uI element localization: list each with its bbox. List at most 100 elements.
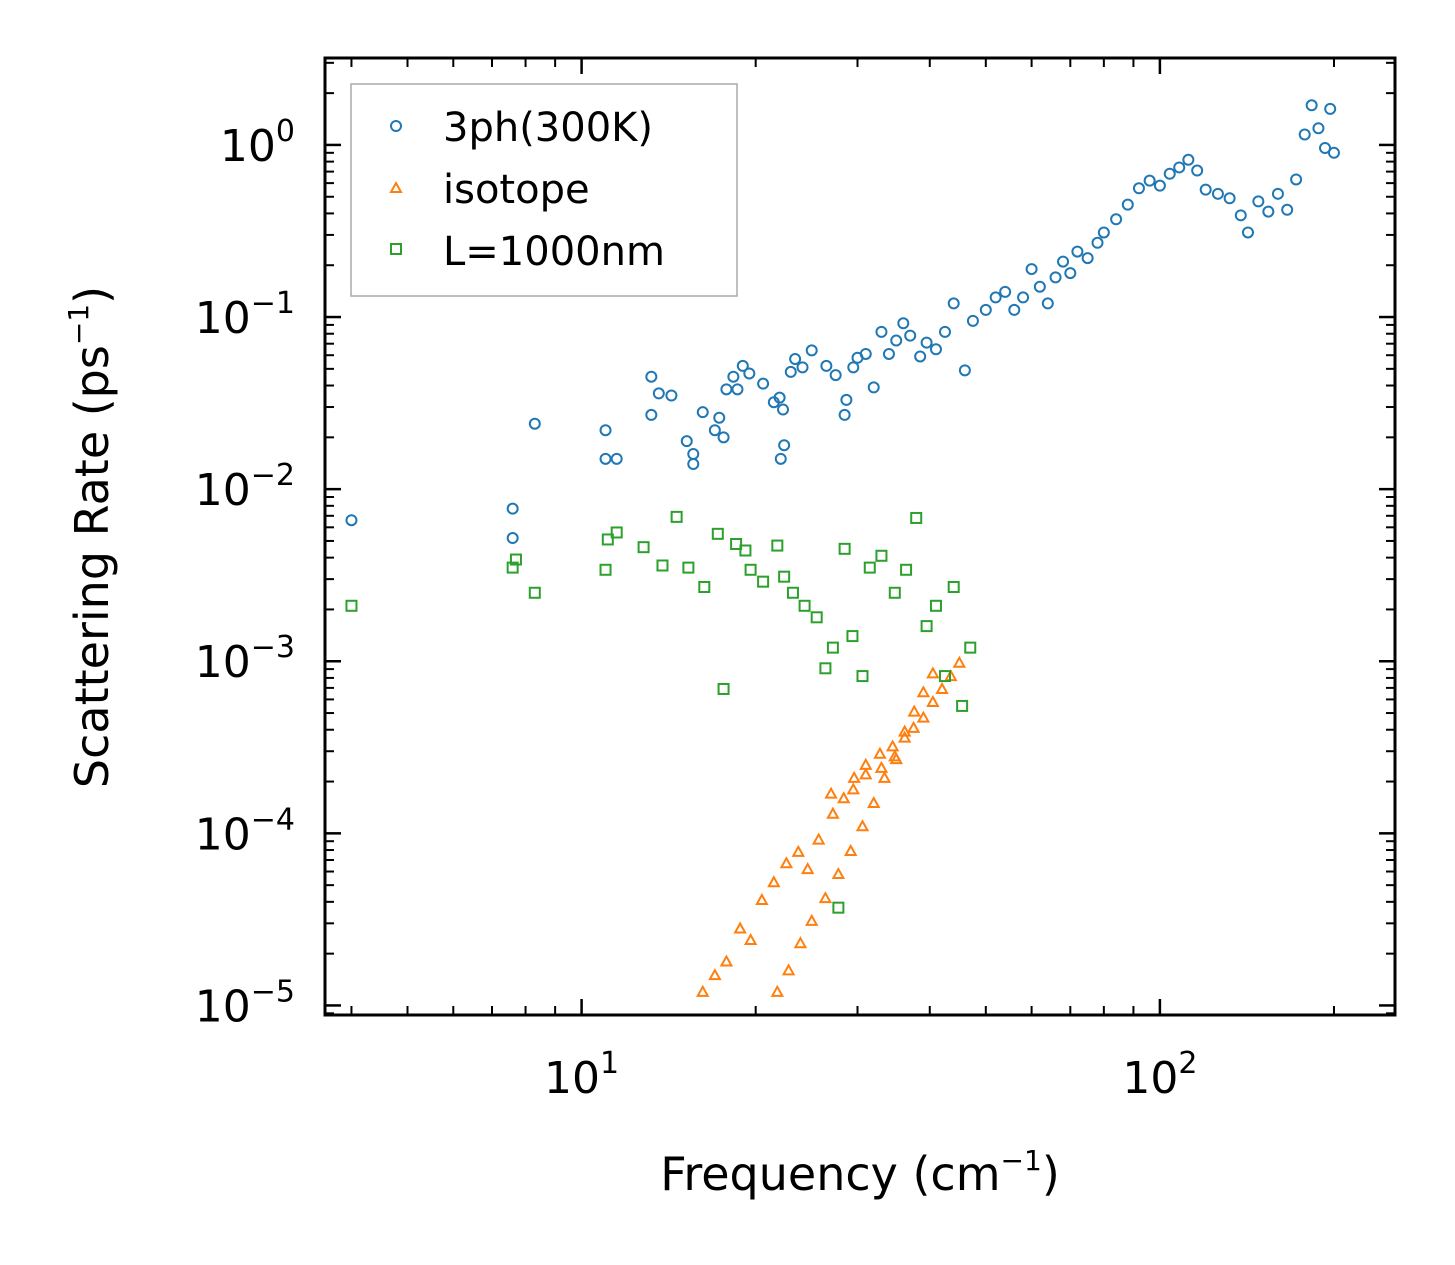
data-point — [897, 724, 912, 737]
data-point — [1153, 179, 1166, 192]
data-point — [1290, 173, 1303, 186]
data-point — [819, 662, 832, 675]
data-point — [818, 891, 833, 904]
data-point — [989, 291, 1002, 304]
data-point — [1049, 271, 1062, 284]
data-point — [708, 424, 721, 437]
data-point — [698, 581, 711, 594]
data-point — [877, 770, 892, 783]
data-point — [832, 901, 845, 914]
legend-marker-boundary — [390, 243, 402, 255]
data-point — [781, 963, 796, 976]
data-point — [885, 739, 900, 752]
data-point — [847, 770, 861, 783]
data-point — [875, 325, 888, 338]
data-point — [847, 361, 860, 374]
legend-box — [350, 83, 738, 297]
data-point — [1324, 102, 1337, 115]
data-point — [958, 364, 971, 377]
data-point — [1223, 192, 1236, 205]
data-point — [786, 586, 799, 599]
x-tick-label: 101 — [544, 1046, 619, 1104]
data-point — [1008, 303, 1021, 316]
data-point — [727, 370, 740, 383]
data-point — [743, 932, 758, 946]
data-point — [601, 533, 614, 546]
data-point — [599, 563, 612, 576]
data-point — [1097, 226, 1110, 239]
data-point — [645, 408, 658, 421]
data-point — [774, 452, 787, 465]
data-point — [1182, 153, 1195, 166]
data-point — [952, 655, 967, 668]
data-point — [793, 936, 808, 949]
data-point — [1163, 167, 1176, 180]
data-point — [906, 720, 921, 733]
data-point — [882, 347, 895, 360]
data-point — [696, 406, 709, 419]
data-point — [1312, 122, 1325, 135]
legend-label-boundary: L=1000nm — [443, 229, 665, 275]
data-point — [824, 786, 838, 799]
y-axis-label: Scattering Rate (ps−1) — [62, 286, 119, 788]
data-point — [731, 383, 744, 396]
data-point — [719, 954, 734, 967]
data-point — [778, 570, 791, 583]
data-point — [1271, 187, 1284, 200]
data-point — [867, 795, 881, 809]
data-point — [1121, 198, 1134, 211]
data-point — [1017, 291, 1030, 304]
data-point — [687, 457, 700, 470]
data-point — [947, 581, 960, 594]
legend-label-isotope: isotope — [443, 167, 590, 213]
y-tick-label: 10−2 — [195, 458, 295, 516]
data-point — [506, 532, 519, 545]
data-point — [1241, 226, 1254, 239]
data-point — [1025, 263, 1038, 276]
data-point — [890, 334, 903, 347]
data-point — [926, 694, 940, 707]
data-point — [800, 862, 815, 875]
data-point — [846, 782, 860, 795]
data-point — [888, 586, 901, 599]
data-point — [757, 575, 770, 588]
data-point — [711, 527, 724, 540]
data-point — [670, 510, 683, 523]
data-point — [645, 370, 658, 383]
data-point — [757, 377, 770, 390]
data-point — [874, 760, 889, 773]
data-point — [935, 681, 949, 694]
data-point — [859, 767, 873, 780]
legend-marker-isotope — [389, 180, 403, 193]
data-point — [964, 641, 977, 654]
data-point — [652, 387, 665, 400]
data-point — [778, 439, 791, 452]
y-tick-label: 10−5 — [195, 974, 295, 1032]
data-point — [897, 730, 912, 743]
data-point — [1143, 174, 1156, 187]
data-point — [1041, 297, 1054, 310]
data-point — [910, 511, 923, 524]
data-point — [829, 369, 842, 382]
data-point — [791, 844, 806, 857]
data-point — [844, 843, 858, 856]
data-point — [859, 347, 872, 360]
data-point — [730, 537, 743, 550]
data-point — [733, 921, 747, 934]
data-point — [929, 599, 942, 612]
data-point — [1033, 280, 1046, 293]
data-point — [1081, 252, 1094, 265]
data-point — [938, 325, 951, 338]
data-point — [744, 563, 757, 576]
data-point — [966, 314, 979, 327]
data-point — [920, 336, 933, 349]
data-point — [855, 819, 870, 832]
data-point — [856, 670, 869, 683]
data-point — [904, 329, 917, 342]
data-point — [1173, 161, 1186, 174]
data-point — [929, 343, 942, 356]
data-point — [1191, 164, 1204, 177]
data-point — [509, 553, 522, 566]
data-point — [345, 599, 358, 612]
data-point — [920, 620, 933, 633]
